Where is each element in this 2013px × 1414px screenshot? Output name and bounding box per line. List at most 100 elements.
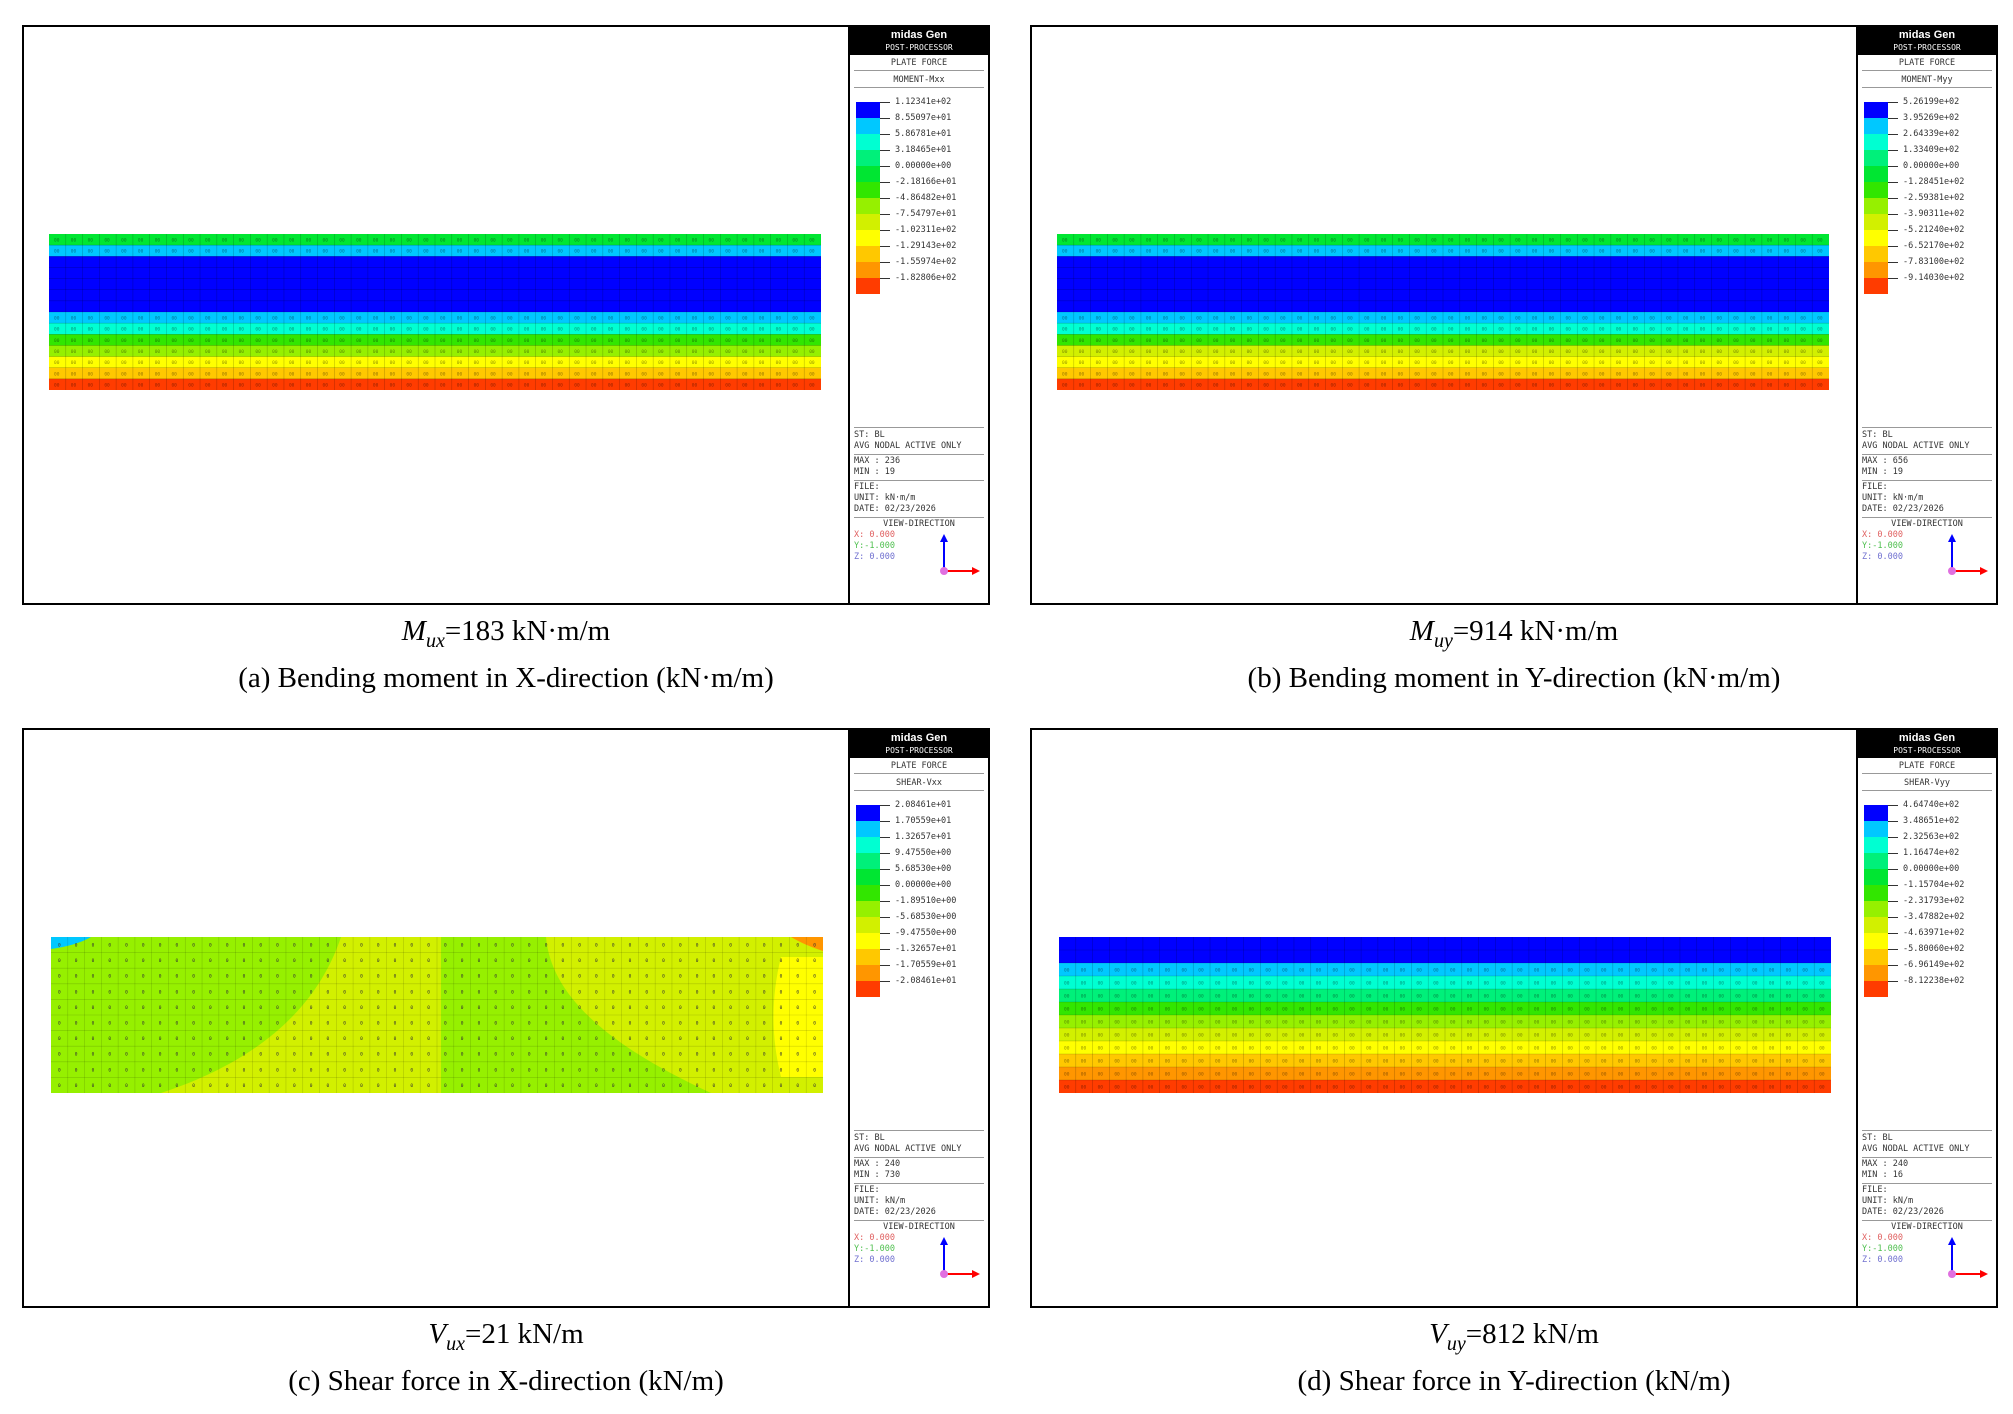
svg-text:00: 00 (1784, 382, 1790, 388)
svg-text:00: 00 (1297, 249, 1303, 255)
svg-text:00: 00 (1817, 327, 1823, 333)
svg-text:00: 00 (1683, 238, 1689, 244)
svg-text:00: 00 (306, 238, 312, 244)
svg-text:00: 00 (742, 382, 748, 388)
svg-text:0: 0 (310, 974, 313, 980)
svg-text:00: 00 (1081, 981, 1087, 987)
svg-text:00: 00 (1112, 371, 1118, 377)
svg-text:00: 00 (1314, 316, 1320, 322)
svg-text:0: 0 (343, 943, 346, 949)
legend-row (856, 230, 986, 246)
svg-text:00: 00 (1316, 1007, 1322, 1013)
view-y: Y:-1.000 (1862, 541, 1903, 551)
svg-text:00: 00 (1450, 1020, 1456, 1026)
maxmin-group: MAX : 240 MIN : 16 (1862, 1157, 1992, 1181)
svg-text:00: 00 (1349, 968, 1355, 974)
legend-value: -4.86482e+01 (895, 193, 957, 203)
svg-text:00: 00 (1599, 249, 1605, 255)
svg-text:00: 00 (440, 338, 446, 344)
svg-text:0: 0 (713, 943, 716, 949)
svg-text:00: 00 (809, 371, 815, 377)
svg-text:0: 0 (528, 1005, 531, 1011)
svg-text:00: 00 (1515, 382, 1521, 388)
legend-row (1864, 965, 1994, 981)
svg-text:00: 00 (1280, 316, 1286, 322)
svg-text:00: 00 (1163, 316, 1169, 322)
svg-text:0: 0 (629, 1083, 632, 1089)
svg-text:00: 00 (1618, 1033, 1624, 1039)
svg-text:0: 0 (243, 1036, 246, 1042)
legend-swatch (856, 917, 880, 933)
svg-text:00: 00 (1181, 1007, 1187, 1013)
result-component: SHEAR-Vxx (854, 778, 984, 791)
svg-text:0: 0 (276, 989, 279, 995)
legend-swatch (1864, 214, 1888, 230)
svg-text:00: 00 (1383, 994, 1389, 1000)
view-direction-group: VIEW-DIRECTION X: 0.000 Y:-1.000 Z: 0.000 (1862, 517, 1992, 563)
svg-text:00: 00 (1717, 316, 1723, 322)
svg-text:00: 00 (1297, 238, 1303, 244)
legend-row (1864, 805, 1994, 821)
svg-text:0: 0 (511, 958, 514, 964)
svg-text:0: 0 (243, 974, 246, 980)
svg-text:0: 0 (662, 1067, 665, 1073)
svg-text:0: 0 (561, 1067, 564, 1073)
svg-text:00: 00 (1517, 1059, 1523, 1065)
legend-swatch (1864, 246, 1888, 262)
legend-tick (880, 102, 890, 103)
svg-text:00: 00 (1364, 371, 1370, 377)
svg-text:00: 00 (1719, 1020, 1725, 1026)
svg-text:00: 00 (1297, 371, 1303, 377)
legend-swatch (1864, 821, 1888, 837)
date-label: DATE: 02/23/2026 (854, 504, 936, 514)
svg-text:00: 00 (222, 360, 228, 366)
svg-text:00: 00 (171, 327, 177, 333)
svg-text:0: 0 (679, 1036, 682, 1042)
svg-text:0: 0 (209, 974, 212, 980)
svg-text:00: 00 (373, 349, 379, 355)
svg-text:00: 00 (1719, 1059, 1725, 1065)
svg-text:00: 00 (1347, 238, 1353, 244)
legend-swatch (856, 182, 880, 198)
svg-text:0: 0 (494, 989, 497, 995)
svg-text:00: 00 (1299, 1085, 1305, 1091)
svg-text:0: 0 (578, 958, 581, 964)
svg-text:00: 00 (1786, 968, 1792, 974)
svg-text:0: 0 (259, 1052, 262, 1058)
svg-text:00: 00 (1249, 981, 1255, 987)
svg-text:00: 00 (1517, 981, 1523, 987)
svg-text:0: 0 (444, 989, 447, 995)
svg-text:00: 00 (289, 249, 295, 255)
svg-text:0: 0 (209, 1021, 212, 1027)
legend-tick (880, 869, 890, 870)
svg-text:00: 00 (88, 360, 94, 366)
svg-text:00: 00 (809, 382, 815, 388)
svg-text:0: 0 (175, 1036, 178, 1042)
svg-text:00: 00 (1349, 1020, 1355, 1026)
svg-text:00: 00 (289, 327, 295, 333)
svg-text:00: 00 (658, 316, 664, 322)
svg-text:0: 0 (528, 974, 531, 980)
svg-text:0: 0 (92, 1036, 95, 1042)
svg-text:0: 0 (444, 1036, 447, 1042)
legend-value: 9.47550e+00 (895, 848, 952, 858)
svg-text:0: 0 (645, 974, 648, 980)
svg-text:00: 00 (1700, 349, 1706, 355)
svg-text:00: 00 (1651, 968, 1657, 974)
svg-text:0: 0 (679, 1052, 682, 1058)
legend-row (856, 805, 986, 821)
svg-text:00: 00 (1735, 1046, 1741, 1052)
svg-text:00: 00 (1534, 994, 1540, 1000)
svg-text:0: 0 (444, 1083, 447, 1089)
legend-swatch (1864, 981, 1888, 997)
svg-text:0: 0 (662, 1036, 665, 1042)
svg-text:00: 00 (1769, 1059, 1775, 1065)
